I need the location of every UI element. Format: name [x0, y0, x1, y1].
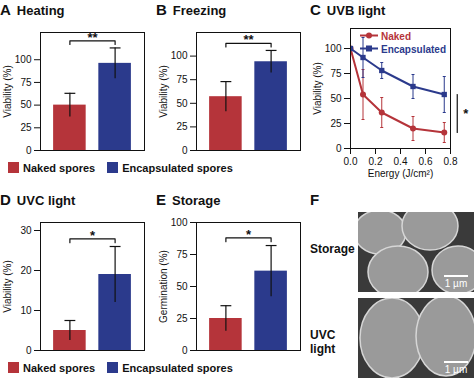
svg-text:30: 30 — [20, 225, 32, 236]
html-text:Encapsulated spores: Encapsulated spores — [122, 362, 233, 374]
svg-text:50: 50 — [176, 281, 188, 292]
svg-text:20: 20 — [20, 265, 32, 276]
svg-text:50: 50 — [20, 99, 32, 110]
html-text:Encapsulated: Encapsulated — [381, 44, 446, 55]
svg-text:50: 50 — [330, 93, 342, 104]
html-text:E: E — [156, 191, 166, 208]
svg-text:25: 25 — [176, 313, 188, 324]
svg-text:75: 75 — [176, 249, 188, 260]
html-text:Storage: Storage — [172, 193, 221, 208]
svg-text:**: ** — [87, 30, 98, 45]
svg-text:*: * — [90, 228, 96, 243]
svg-text:0.2: 0.2 — [369, 156, 383, 167]
svg-text:100: 100 — [325, 43, 342, 54]
svg-text:75: 75 — [176, 74, 188, 85]
svg-text:0: 0 — [182, 345, 188, 356]
html-text:C UVB light: C UVB light — [310, 1, 386, 18]
svg-text:0: 0 — [26, 345, 32, 356]
svg-text:Energy (J/cm²): Energy (J/cm²) — [368, 168, 434, 179]
html-text:1 µm: 1 µm — [444, 364, 468, 375]
svg-text:0.4: 0.4 — [394, 156, 408, 167]
svg-text:0: 0 — [26, 145, 32, 156]
html-text:UVC light: UVC light — [310, 328, 336, 356]
svg-text:0: 0 — [336, 143, 342, 154]
html-text:A Heating: A Heating — [0, 1, 65, 18]
svg-text:100: 100 — [171, 50, 188, 61]
html-text:F: F — [310, 191, 320, 208]
html-text:Encapsulated spores: Encapsulated spores — [122, 162, 233, 174]
svg-text:0.8: 0.8 — [444, 156, 458, 167]
svg-text:*: * — [246, 227, 252, 242]
svg-text:Viability (%): Viability (%) — [2, 65, 13, 118]
svg-text:75: 75 — [330, 68, 342, 79]
svg-text:100: 100 — [171, 217, 188, 228]
html-text:Naked spores: Naked spores — [23, 362, 96, 374]
html-text:Naked spores: Naked spores — [23, 162, 96, 174]
svg-text:25: 25 — [330, 118, 342, 129]
svg-text:Germination (%): Germination (%) — [158, 250, 169, 323]
svg-text:25: 25 — [176, 121, 188, 132]
svg-text:**: ** — [243, 32, 254, 47]
html-text:D UVC light: D UVC light — [0, 191, 76, 208]
svg-text:75: 75 — [20, 77, 32, 88]
svg-text:Viability (%): Viability (%) — [158, 65, 169, 118]
html-text:1 µm: 1 µm — [444, 278, 468, 289]
svg-text:Viability (%): Viability (%) — [2, 260, 13, 313]
svg-text:0.6: 0.6 — [419, 156, 433, 167]
html-text:B Freezing: B Freezing — [156, 1, 227, 18]
svg-text:0: 0 — [182, 145, 188, 156]
svg-text:25: 25 — [20, 122, 32, 133]
svg-text:*: * — [463, 106, 469, 121]
html-text:Naked: Naked — [381, 31, 411, 42]
svg-text:100: 100 — [15, 54, 32, 65]
html-text:Storage: Storage — [310, 242, 355, 256]
svg-text:0.0: 0.0 — [344, 156, 358, 167]
svg-text:50: 50 — [176, 98, 188, 109]
svg-text:10: 10 — [20, 305, 32, 316]
svg-text:Viability (%): Viability (%) — [312, 62, 323, 115]
